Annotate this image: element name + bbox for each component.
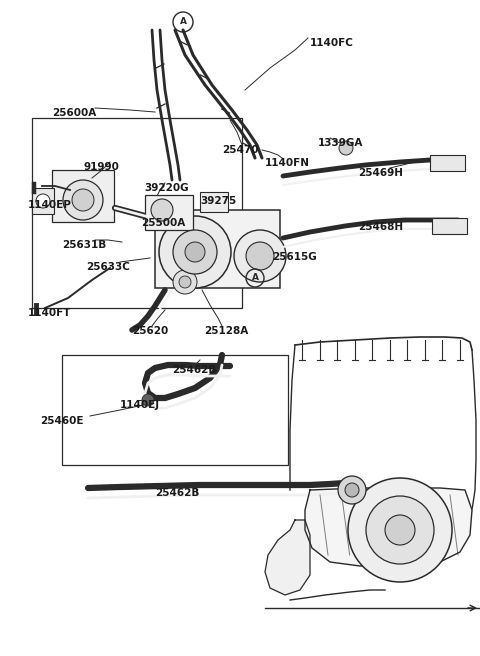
Text: 1140EJ: 1140EJ xyxy=(120,400,160,410)
Text: 91990: 91990 xyxy=(84,162,120,172)
Circle shape xyxy=(246,242,274,270)
Text: A: A xyxy=(252,274,259,283)
Text: 25600A: 25600A xyxy=(52,108,96,118)
Circle shape xyxy=(159,216,231,288)
Bar xyxy=(432,218,467,234)
Text: 1140FT: 1140FT xyxy=(28,308,72,318)
Text: A: A xyxy=(180,18,187,26)
Circle shape xyxy=(234,230,286,282)
Text: 1140EP: 1140EP xyxy=(28,200,72,210)
Text: 25128A: 25128A xyxy=(204,326,248,336)
Circle shape xyxy=(142,394,154,406)
Text: 25615G: 25615G xyxy=(272,252,317,262)
Bar xyxy=(430,155,465,171)
Circle shape xyxy=(151,199,173,221)
Circle shape xyxy=(173,230,217,274)
Circle shape xyxy=(385,515,415,545)
Circle shape xyxy=(348,478,452,582)
Text: 25620: 25620 xyxy=(132,326,168,336)
Circle shape xyxy=(173,270,197,294)
Bar xyxy=(32,118,242,308)
Circle shape xyxy=(36,194,50,208)
Bar xyxy=(62,355,288,465)
Text: 25460E: 25460E xyxy=(40,416,84,426)
Circle shape xyxy=(339,141,353,155)
Text: 25631B: 25631B xyxy=(62,240,106,250)
Polygon shape xyxy=(305,488,472,566)
Text: 1140FN: 1140FN xyxy=(265,158,310,168)
Text: 1140FC: 1140FC xyxy=(310,38,354,48)
Text: 25469H: 25469H xyxy=(358,168,403,178)
Text: 25468H: 25468H xyxy=(358,222,403,232)
Circle shape xyxy=(72,189,94,211)
Circle shape xyxy=(179,276,191,288)
Text: 25462B: 25462B xyxy=(172,365,216,375)
Text: 25470: 25470 xyxy=(222,145,259,155)
Text: 25500A: 25500A xyxy=(141,218,185,228)
Text: 25462B: 25462B xyxy=(155,488,199,498)
Text: 25633C: 25633C xyxy=(86,262,130,272)
Bar xyxy=(32,188,54,214)
Circle shape xyxy=(63,180,103,220)
Text: 1339GA: 1339GA xyxy=(318,138,363,148)
Bar xyxy=(200,192,228,212)
Text: 39220G: 39220G xyxy=(144,183,189,193)
Bar xyxy=(52,170,114,222)
Bar xyxy=(155,210,280,288)
Circle shape xyxy=(345,483,359,497)
Bar xyxy=(145,195,193,230)
Circle shape xyxy=(185,242,205,262)
Circle shape xyxy=(338,476,366,504)
Text: 39275: 39275 xyxy=(200,196,236,206)
Circle shape xyxy=(366,496,434,564)
Polygon shape xyxy=(265,520,310,595)
